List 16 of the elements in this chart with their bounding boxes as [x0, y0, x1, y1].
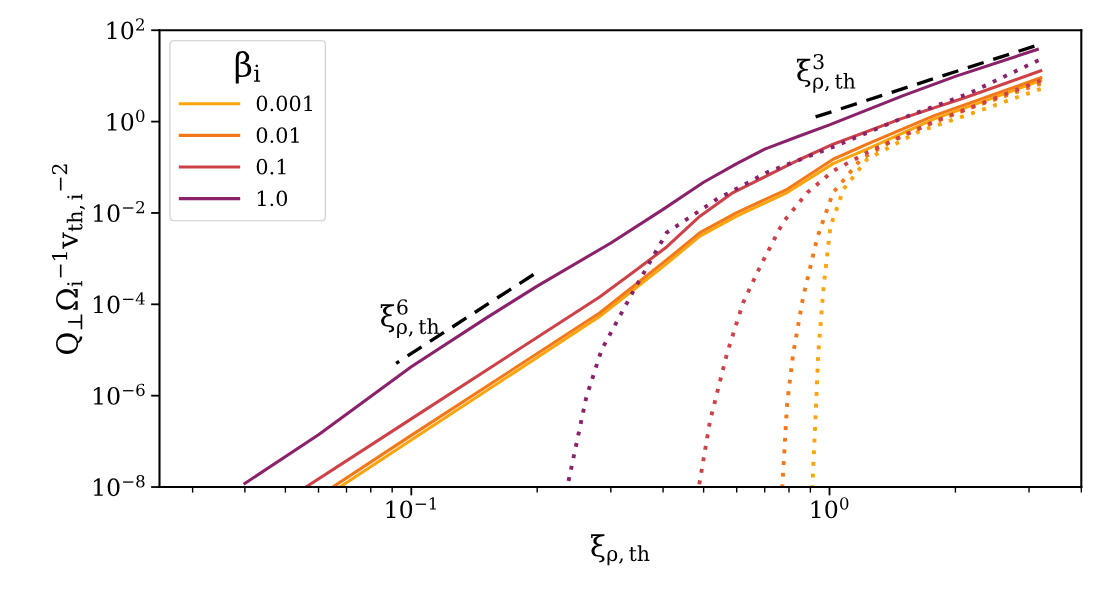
y-tick-label: 10$^{2}$ — [107, 18, 144, 40]
legend-title: β$_{i}$ — [235, 51, 261, 84]
x-tick-label: 10$^{−1}$ — [386, 497, 436, 519]
y-tick-label: 10$^{0}$ — [107, 109, 145, 131]
legend-label: 1.0 — [257, 190, 288, 207]
legend-label: 0.1 — [256, 158, 286, 175]
legend-label: 0.01 — [256, 127, 299, 143]
y-tick-label: 10$^{−2}$ — [93, 200, 145, 223]
annotation: ξ$^{6}$$_{ρ,th}$ — [380, 299, 440, 339]
y-tick-label: 10$^{−8}$ — [93, 474, 145, 497]
legend-label: 0.001 — [256, 95, 313, 112]
annotation: ξ$^{3}$$_{ρ,th}$ — [796, 53, 856, 93]
y-axis-title: Q$_{⊥}$Ω$_{i}$$^{−1}$v$_{th,i}$$^{−2}$ — [51, 164, 86, 354]
y-tick-label: 10$^{−6}$ — [93, 383, 145, 405]
y-tick-label: 10$^{−4}$ — [93, 292, 145, 314]
x-axis-title: ξ$_{ρ,th}$ — [591, 534, 650, 566]
